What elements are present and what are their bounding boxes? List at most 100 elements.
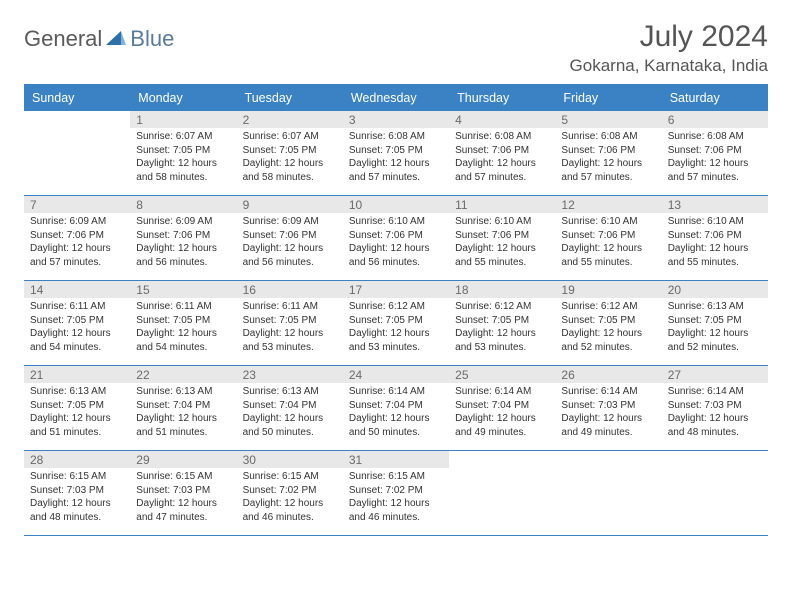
sunrise-line: Sunrise: 6:14 AM <box>668 385 762 399</box>
sunset-line: Sunset: 7:06 PM <box>30 229 124 243</box>
sunrise-line: Sunrise: 6:08 AM <box>455 130 549 144</box>
daylight-line: Daylight: 12 hours and 50 minutes. <box>243 412 337 439</box>
sunset-line: Sunset: 7:03 PM <box>561 399 655 413</box>
sunset-line: Sunset: 7:05 PM <box>243 144 337 158</box>
sunrise-line: Sunrise: 6:15 AM <box>243 470 337 484</box>
daylight-line: Daylight: 12 hours and 47 minutes. <box>136 497 230 524</box>
calendar-cell: 16Sunrise: 6:11 AMSunset: 7:05 PMDayligh… <box>237 281 343 365</box>
sunset-line: Sunset: 7:05 PM <box>349 144 443 158</box>
day-number: 24 <box>343 366 449 383</box>
calendar-page: General Blue July 2024 Gokarna, Karnatak… <box>0 0 792 546</box>
day-details: Sunrise: 6:14 AMSunset: 7:03 PMDaylight:… <box>662 383 768 443</box>
calendar-week: 1Sunrise: 6:07 AMSunset: 7:05 PMDaylight… <box>24 111 768 196</box>
sunset-line: Sunset: 7:06 PM <box>455 144 549 158</box>
calendar-cell: 4Sunrise: 6:08 AMSunset: 7:06 PMDaylight… <box>449 111 555 195</box>
calendar-cell <box>24 111 130 195</box>
day-number: 12 <box>555 196 661 213</box>
sunset-line: Sunset: 7:04 PM <box>349 399 443 413</box>
sunset-line: Sunset: 7:04 PM <box>136 399 230 413</box>
calendar-cell: 15Sunrise: 6:11 AMSunset: 7:05 PMDayligh… <box>130 281 236 365</box>
logo-text-general: General <box>24 26 102 52</box>
calendar-cell: 8Sunrise: 6:09 AMSunset: 7:06 PMDaylight… <box>130 196 236 280</box>
sunset-line: Sunset: 7:05 PM <box>30 399 124 413</box>
calendar-cell: 7Sunrise: 6:09 AMSunset: 7:06 PMDaylight… <box>24 196 130 280</box>
sunrise-line: Sunrise: 6:14 AM <box>455 385 549 399</box>
day-details: Sunrise: 6:15 AMSunset: 7:03 PMDaylight:… <box>24 468 130 528</box>
sunset-line: Sunset: 7:04 PM <box>455 399 549 413</box>
dayhead-thursday: Thursday <box>449 86 555 111</box>
day-number: 1 <box>130 111 236 128</box>
calendar-cell: 18Sunrise: 6:12 AMSunset: 7:05 PMDayligh… <box>449 281 555 365</box>
day-details: Sunrise: 6:13 AMSunset: 7:05 PMDaylight:… <box>24 383 130 443</box>
sunset-line: Sunset: 7:04 PM <box>243 399 337 413</box>
day-number <box>662 451 768 468</box>
day-number: 11 <box>449 196 555 213</box>
day-details: Sunrise: 6:10 AMSunset: 7:06 PMDaylight:… <box>555 213 661 273</box>
calendar-week: 21Sunrise: 6:13 AMSunset: 7:05 PMDayligh… <box>24 366 768 451</box>
brand-logo: General Blue <box>24 20 174 52</box>
sunset-line: Sunset: 7:03 PM <box>136 484 230 498</box>
sunrise-line: Sunrise: 6:15 AM <box>30 470 124 484</box>
dayhead-sunday: Sunday <box>24 86 130 111</box>
daylight-line: Daylight: 12 hours and 58 minutes. <box>243 157 337 184</box>
day-details: Sunrise: 6:12 AMSunset: 7:05 PMDaylight:… <box>449 298 555 358</box>
calendar-cell: 6Sunrise: 6:08 AMSunset: 7:06 PMDaylight… <box>662 111 768 195</box>
calendar-cell: 14Sunrise: 6:11 AMSunset: 7:05 PMDayligh… <box>24 281 130 365</box>
day-number: 2 <box>237 111 343 128</box>
day-number: 9 <box>237 196 343 213</box>
day-number: 20 <box>662 281 768 298</box>
calendar-week: 7Sunrise: 6:09 AMSunset: 7:06 PMDaylight… <box>24 196 768 281</box>
day-number: 8 <box>130 196 236 213</box>
sunrise-line: Sunrise: 6:10 AM <box>455 215 549 229</box>
calendar-weeks: 1Sunrise: 6:07 AMSunset: 7:05 PMDaylight… <box>24 111 768 536</box>
day-number: 13 <box>662 196 768 213</box>
daylight-line: Daylight: 12 hours and 51 minutes. <box>136 412 230 439</box>
calendar-grid: Sunday Monday Tuesday Wednesday Thursday… <box>24 84 768 536</box>
day-details: Sunrise: 6:08 AMSunset: 7:05 PMDaylight:… <box>343 128 449 188</box>
day-details: Sunrise: 6:14 AMSunset: 7:04 PMDaylight:… <box>343 383 449 443</box>
sunset-line: Sunset: 7:05 PM <box>455 314 549 328</box>
calendar-cell: 2 Sunrise: 6:07 AMSunset: 7:05 PMDaylight… <box>237 111 343 195</box>
sunrise-line: Sunrise: 6:09 AM <box>30 215 124 229</box>
sunrise-line: Sunrise: 6:08 AM <box>668 130 762 144</box>
day-details: Sunrise: 6:09 AMSunset: 7:06 PMDaylight:… <box>24 213 130 273</box>
sunset-line: Sunset: 7:05 PM <box>243 314 337 328</box>
sunset-line: Sunset: 7:03 PM <box>668 399 762 413</box>
sunrise-line: Sunrise: 6:12 AM <box>349 300 443 314</box>
day-number <box>449 451 555 468</box>
sunset-line: Sunset: 7:05 PM <box>561 314 655 328</box>
day-details: Sunrise: 6:15 AMSunset: 7:02 PMDaylight:… <box>237 468 343 528</box>
day-details: Sunrise: 6:13 AMSunset: 7:04 PMDaylight:… <box>237 383 343 443</box>
day-number: 14 <box>24 281 130 298</box>
daylight-line: Daylight: 12 hours and 51 minutes. <box>30 412 124 439</box>
sunrise-line: Sunrise: 6:13 AM <box>668 300 762 314</box>
day-number: 5 <box>555 111 661 128</box>
daylight-line: Daylight: 12 hours and 55 minutes. <box>561 242 655 269</box>
day-number: 6 <box>662 111 768 128</box>
calendar-cell: 27Sunrise: 6:14 AMSunset: 7:03 PMDayligh… <box>662 366 768 450</box>
title-block: July 2024 Gokarna, Karnataka, India <box>570 20 768 76</box>
calendar-cell: 30Sunrise: 6:15 AMSunset: 7:02 PMDayligh… <box>237 451 343 535</box>
sunrise-line: Sunrise: 6:13 AM <box>30 385 124 399</box>
daylight-line: Daylight: 12 hours and 57 minutes. <box>668 157 762 184</box>
calendar-cell: 13Sunrise: 6:10 AMSunset: 7:06 PMDayligh… <box>662 196 768 280</box>
day-number: 29 <box>130 451 236 468</box>
day-number <box>24 111 130 128</box>
sunrise-line: Sunrise: 6:11 AM <box>243 300 337 314</box>
page-title: July 2024 <box>570 20 768 54</box>
day-details: Sunrise: 6:15 AMSunset: 7:02 PMDaylight:… <box>343 468 449 528</box>
sunset-line: Sunset: 7:05 PM <box>349 314 443 328</box>
day-details: Sunrise: 6:13 AMSunset: 7:05 PMDaylight:… <box>662 298 768 358</box>
sunrise-line: Sunrise: 6:07 AM <box>243 130 337 144</box>
daylight-line: Daylight: 12 hours and 49 minutes. <box>561 412 655 439</box>
day-number: 15 <box>130 281 236 298</box>
dayhead-saturday: Saturday <box>662 86 768 111</box>
calendar-cell: 26Sunrise: 6:14 AMSunset: 7:03 PMDayligh… <box>555 366 661 450</box>
sunrise-line: Sunrise: 6:15 AM <box>136 470 230 484</box>
calendar-cell: 1Sunrise: 6:07 AMSunset: 7:05 PMDaylight… <box>130 111 236 195</box>
daylight-line: Daylight: 12 hours and 56 minutes. <box>243 242 337 269</box>
dayhead-friday: Friday <box>555 86 661 111</box>
calendar-cell: 12Sunrise: 6:10 AMSunset: 7:06 PMDayligh… <box>555 196 661 280</box>
day-number: 4 <box>449 111 555 128</box>
day-number: 26 <box>555 366 661 383</box>
